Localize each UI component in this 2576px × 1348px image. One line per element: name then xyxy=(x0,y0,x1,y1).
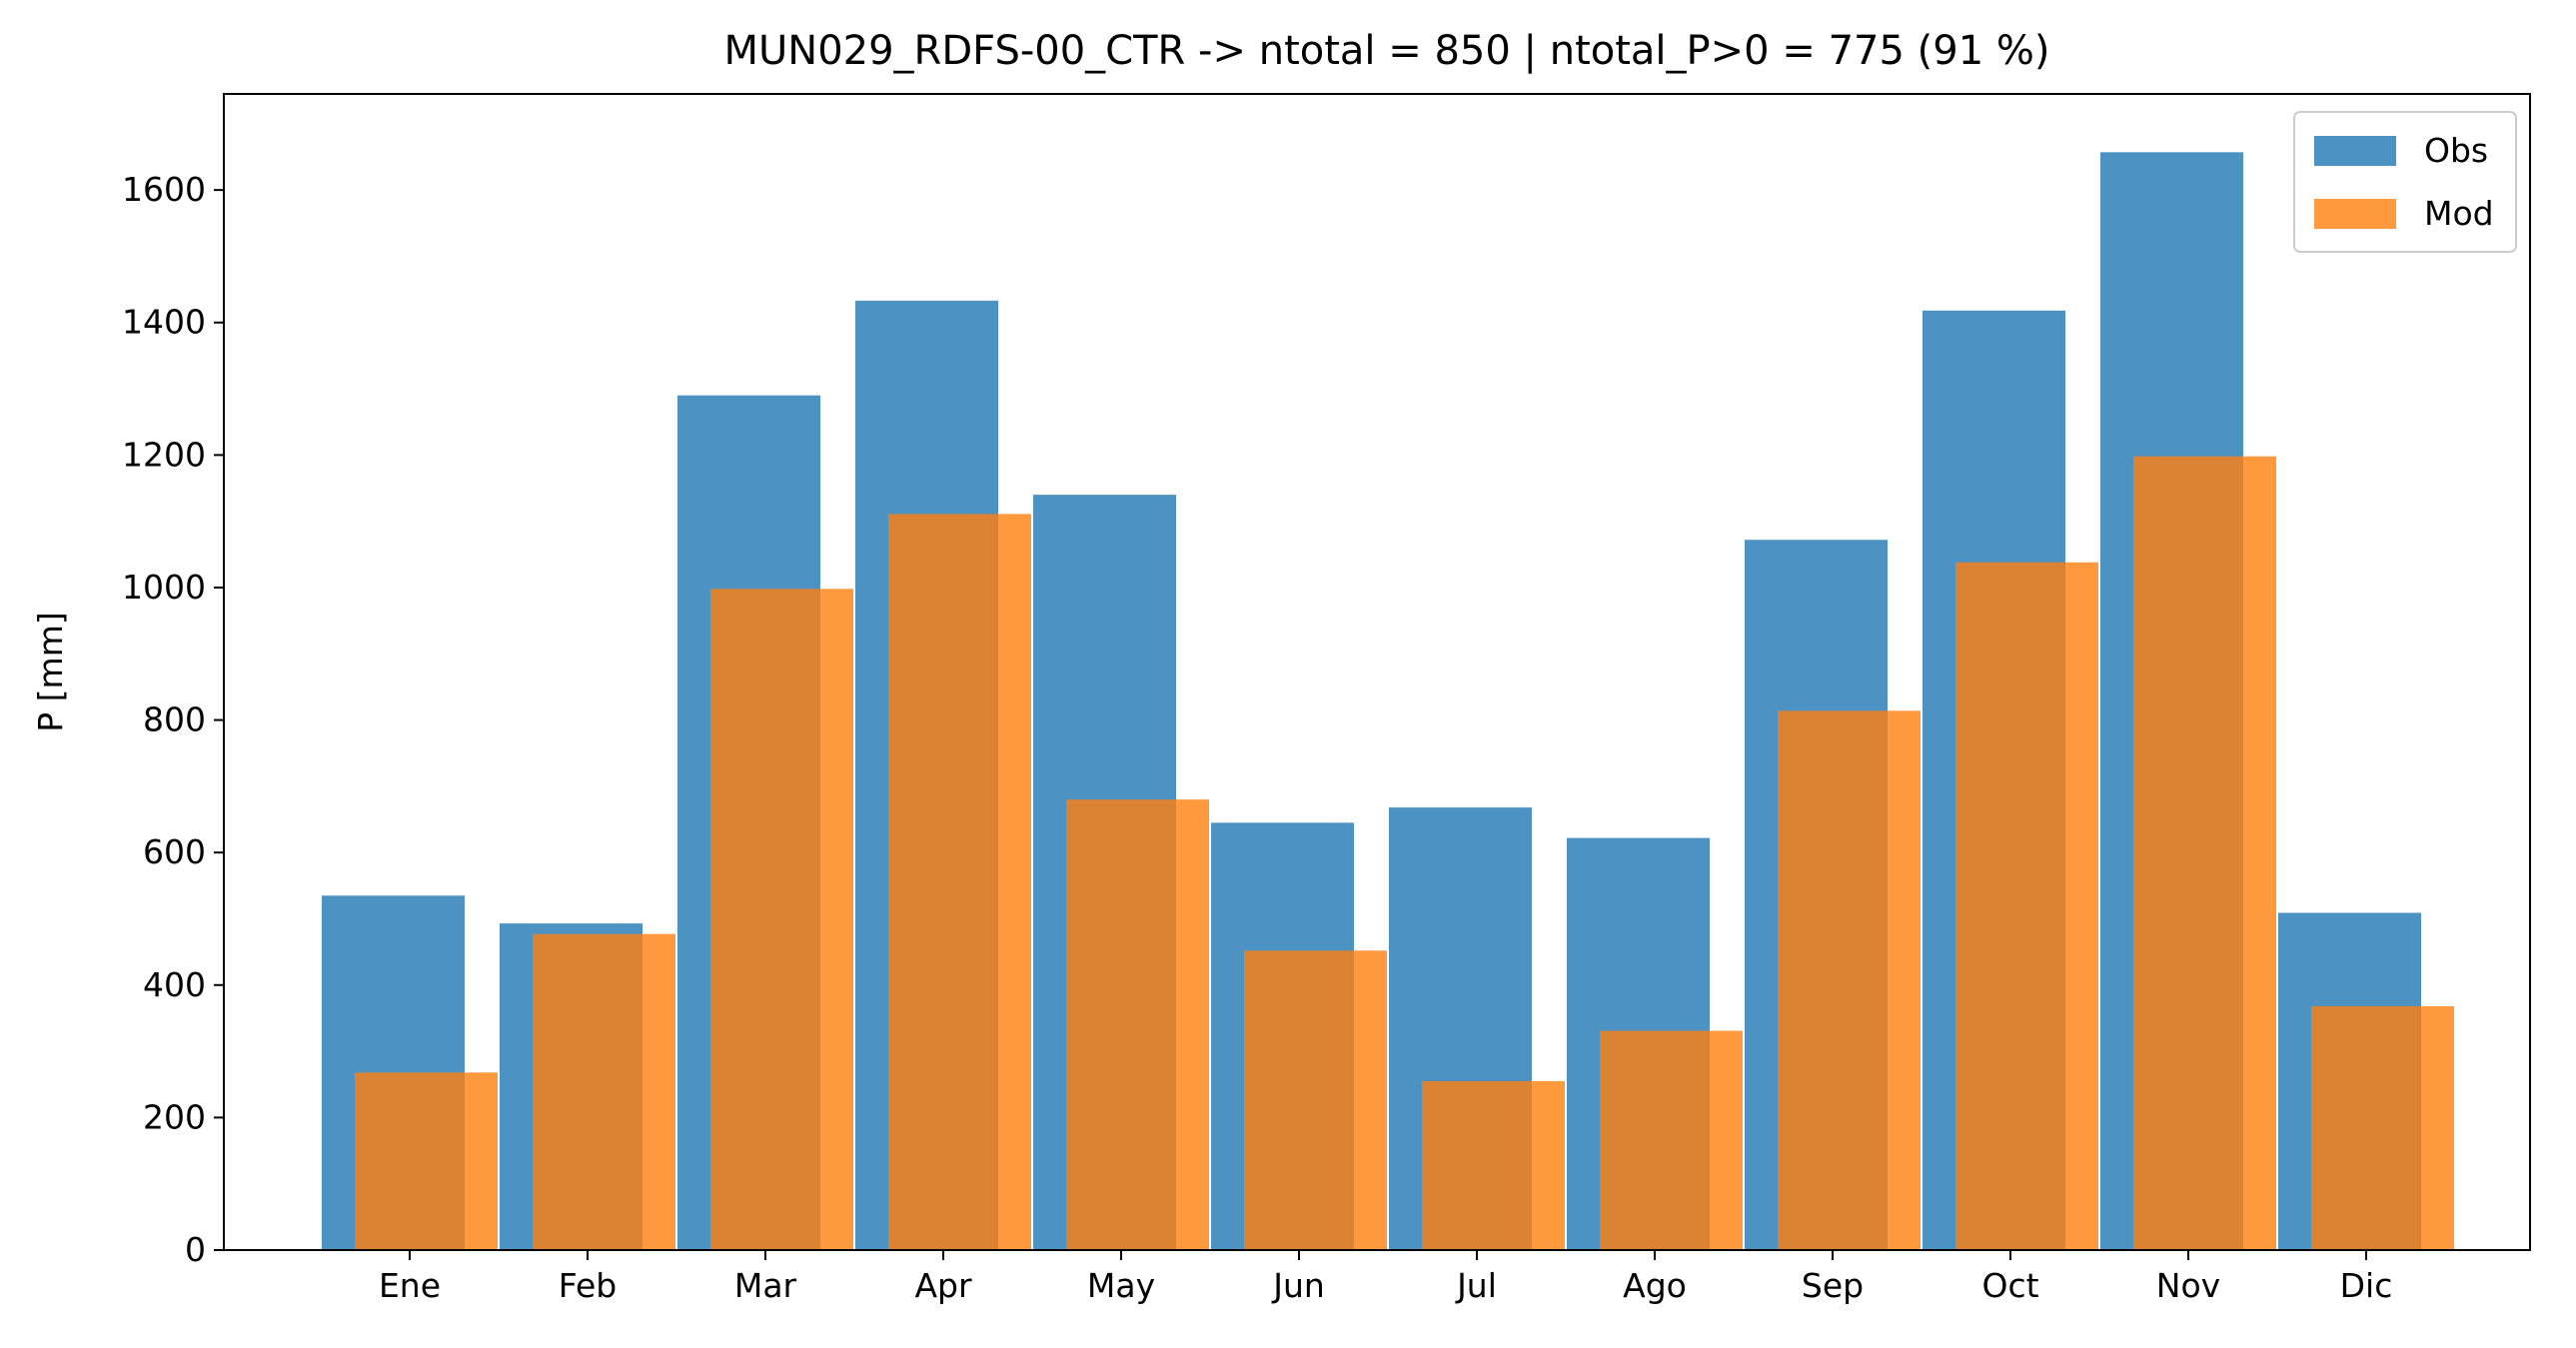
x-tick-label-sep: Sep xyxy=(1802,1266,1864,1305)
x-tick-label-mar: Mar xyxy=(734,1266,797,1305)
y-axis-label: P [mm] xyxy=(31,612,70,731)
x-tick-label-oct: Oct xyxy=(1981,1266,2038,1305)
x-tick-label-jul: Jul xyxy=(1455,1266,1497,1305)
x-tick-label-may: May xyxy=(1087,1266,1155,1305)
bar-mod-ago xyxy=(1600,1030,1743,1250)
x-tick-label-ago: Ago xyxy=(1623,1266,1687,1305)
x-tick-label-nov: Nov xyxy=(2156,1266,2220,1305)
legend-label-mod: Mod xyxy=(2424,194,2494,233)
y-tick-label-1200: 1200 xyxy=(122,435,206,474)
bar-mod-mar xyxy=(710,589,853,1250)
bar-mod-nov xyxy=(2133,456,2276,1250)
y-axis: 0 200 400 600 800 1000 1200 1400 1600 xyxy=(122,170,224,1269)
bar-mod-ene xyxy=(355,1072,498,1250)
legend-swatch-mod xyxy=(2314,199,2396,229)
bars-group xyxy=(322,152,2454,1251)
y-tick-label-800: 800 xyxy=(143,700,206,739)
bar-mod-may xyxy=(1066,799,1209,1250)
legend: Obs Mod xyxy=(2293,111,2517,253)
y-tick-label-400: 400 xyxy=(143,965,206,1004)
x-tick-label-ene: Ene xyxy=(379,1266,441,1305)
y-tick-label-0: 0 xyxy=(185,1230,206,1269)
bar-mod-jul xyxy=(1422,1080,1565,1250)
y-tick-label-600: 600 xyxy=(143,832,206,871)
legend-swatch-obs xyxy=(2314,136,2396,166)
y-tick-label-1400: 1400 xyxy=(122,303,206,342)
bar-mod-jun xyxy=(1244,950,1387,1250)
x-tick-label-jun: Jun xyxy=(1271,1266,1325,1305)
y-tick-label-1000: 1000 xyxy=(122,568,206,607)
bar-mod-sep xyxy=(1778,710,1921,1250)
legend-label-obs: Obs xyxy=(2424,131,2488,170)
x-tick-label-dic: Dic xyxy=(2340,1266,2393,1305)
bar-mod-apr xyxy=(888,514,1031,1250)
plot-frame xyxy=(223,93,2531,1251)
x-tick-label-feb: Feb xyxy=(559,1266,617,1305)
bar-mod-oct xyxy=(1955,562,2098,1250)
x-tick-label-apr: Apr xyxy=(914,1266,972,1305)
bar-mod-dic xyxy=(2311,1006,2454,1250)
y-tick-label-200: 200 xyxy=(143,1097,206,1136)
bar-mod-feb xyxy=(533,933,675,1250)
y-tick-label-1600: 1600 xyxy=(122,170,206,209)
chart-title: MUN029_RDFS-00_CTR -> ntotal = 850 | nto… xyxy=(724,28,2050,74)
x-axis: Ene Feb Mar Apr May Jun Jul Ago Sep Oct Nov Dic xyxy=(379,1250,2392,1305)
